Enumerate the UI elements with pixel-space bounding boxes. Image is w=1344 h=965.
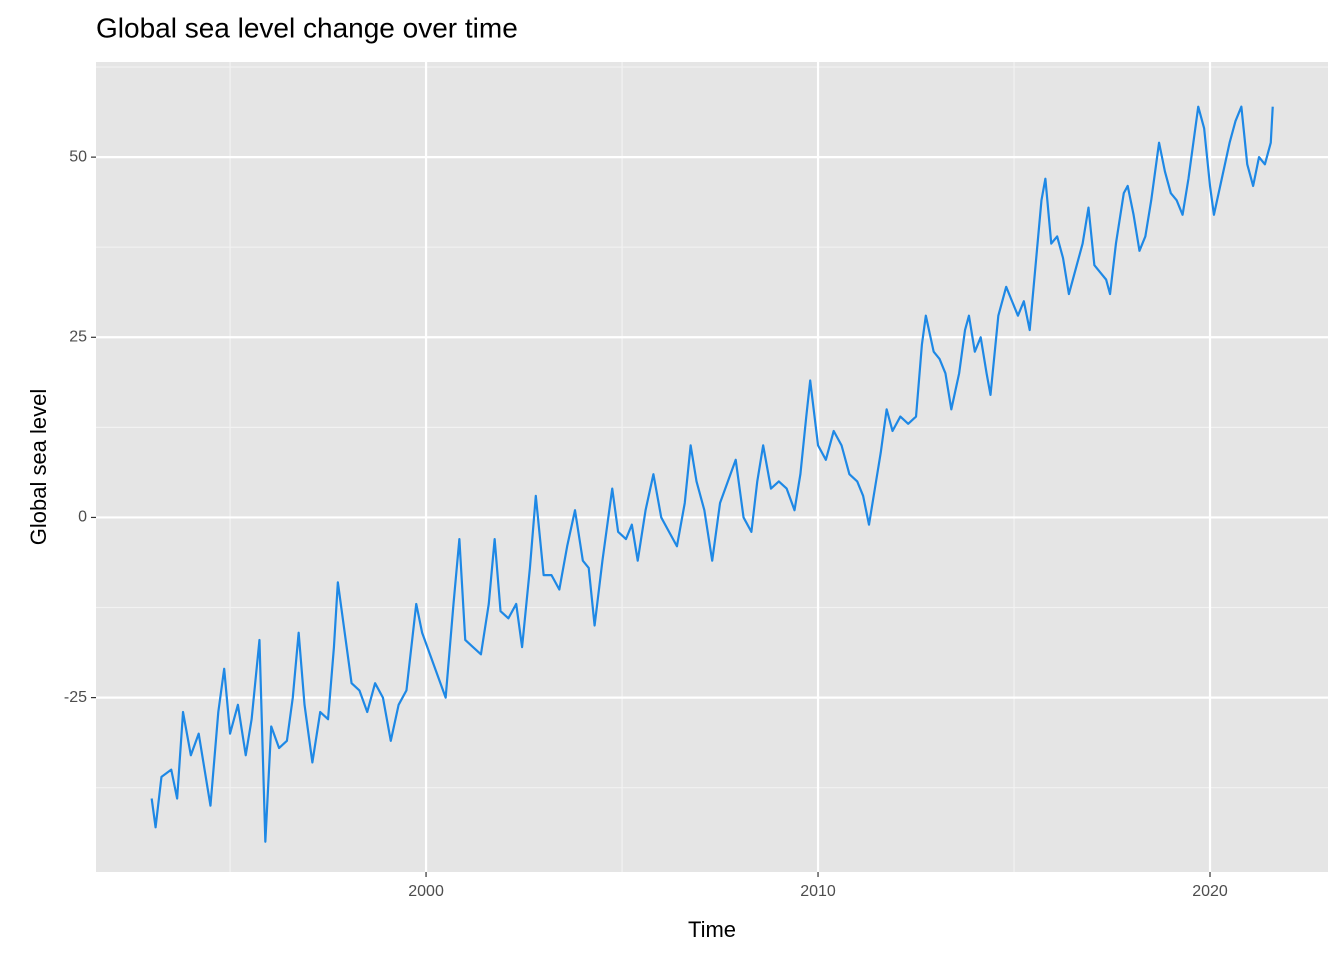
x-tick-label: 2010 xyxy=(800,883,836,900)
y-axis-label: Global sea level xyxy=(26,389,51,546)
y-tick-label: 0 xyxy=(78,509,87,526)
data-line xyxy=(150,105,1274,843)
x-tick-label: 2020 xyxy=(1192,883,1228,900)
plot-panel xyxy=(96,62,1328,872)
y-tick-label: 25 xyxy=(69,329,87,346)
chart-title: Global sea level change over time xyxy=(96,12,518,43)
y-tick-label: 50 xyxy=(69,148,87,165)
x-axis-label: Time xyxy=(688,917,736,942)
x-tick-label: 2000 xyxy=(408,883,444,900)
y-tick-label: -25 xyxy=(64,689,87,706)
